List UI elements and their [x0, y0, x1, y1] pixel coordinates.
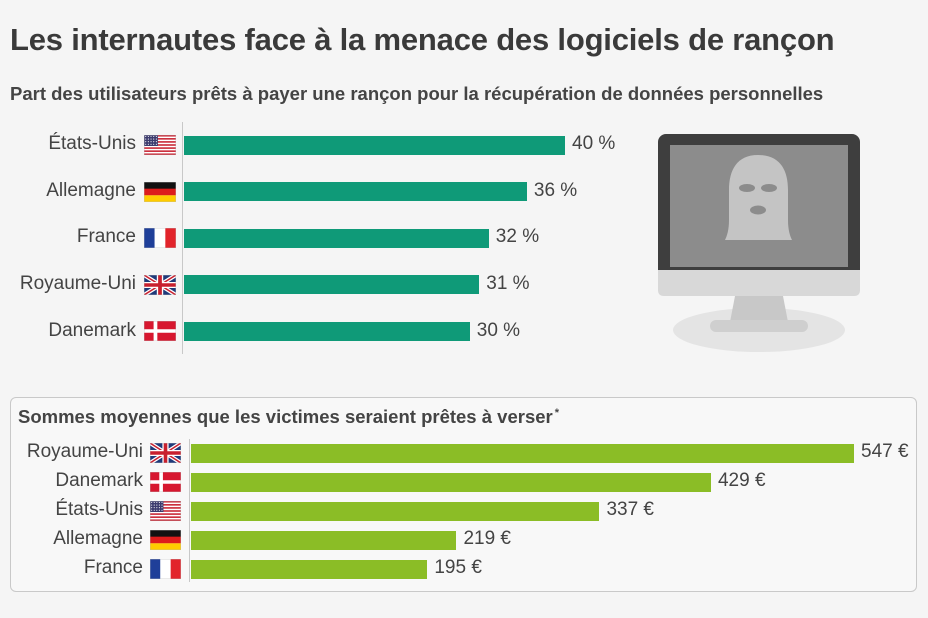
chart1-bar: [184, 182, 527, 202]
flag-de-icon: [149, 529, 182, 555]
chart1-category-label: États-Unis: [48, 133, 136, 155]
chart1-title: Part des utilisateurs prêts à payer une …: [10, 83, 824, 104]
chart2-category-label: Royaume-Uni: [26, 441, 143, 463]
flag-dk-icon: [149, 471, 182, 497]
chart2-bar: [191, 501, 600, 521]
chart1-bar: [184, 228, 489, 248]
chart2-category-label: France: [83, 557, 143, 579]
flag-uk-icon: [142, 273, 178, 300]
chart2-value-label: 219 €: [463, 528, 511, 550]
chart1-category-label: Allemagne: [46, 179, 136, 201]
flag-de-icon: [143, 181, 177, 207]
chart1-axis-line: [182, 122, 183, 354]
chart1-category-label: Danemark: [48, 319, 136, 341]
chart1-bar: [184, 321, 470, 341]
chart2-title: Sommes moyennes que les victimes seraien…: [18, 406, 559, 428]
flag-fr-icon: [149, 558, 182, 584]
flag-fr-icon: [143, 227, 177, 253]
chart1-value-label: 40 %: [572, 133, 616, 155]
chart2-bar: [191, 530, 457, 550]
chart2-bar: [191, 472, 711, 492]
chart1-value-label: 30 %: [476, 319, 521, 341]
chart2-title-text: Sommes moyennes que les victimes seraien…: [18, 406, 553, 427]
monitor-hacker-icon: [658, 134, 860, 352]
chart2-axis-line: [189, 439, 190, 582]
chart1-value-label: 32 %: [495, 226, 540, 248]
flag-us-icon: [143, 134, 177, 160]
chart1-value-label: 36 %: [533, 179, 578, 201]
page-title: Les internautes face à la menace des log…: [10, 22, 835, 57]
chart2-category-label: Allemagne: [53, 528, 143, 550]
chart1-bar: [184, 135, 565, 155]
flag-dk-icon: [143, 321, 177, 346]
chart2-bar: [191, 443, 854, 463]
chart2-category-label: Danemark: [55, 470, 143, 492]
chart1-bar: [184, 275, 480, 295]
flag-us-icon: [149, 500, 182, 526]
chart2-category-label: États-Unis: [55, 499, 143, 521]
flag-uk-icon: [148, 441, 183, 468]
chart1-value-label: 31 %: [486, 273, 530, 295]
chart2-title-note: *: [554, 407, 560, 419]
chart2-value-label: 547 €: [861, 441, 909, 463]
chart2-value-label: 429 €: [717, 470, 766, 492]
chart1-category-label: France: [76, 226, 136, 248]
chart1-category-label: Royaume-Uni: [19, 273, 136, 295]
chart2-value-label: 337 €: [606, 499, 654, 521]
chart2-bar: [191, 559, 428, 579]
chart2-value-label: 195 €: [434, 557, 482, 579]
